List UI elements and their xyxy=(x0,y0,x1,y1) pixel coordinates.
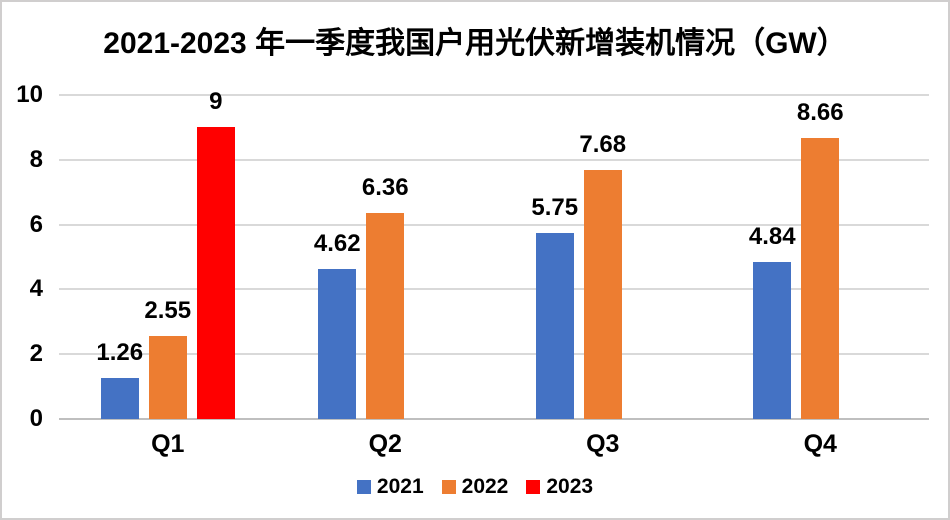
legend: 2021 2022 2023 xyxy=(2,476,948,497)
bar-2022-Q4 xyxy=(801,138,840,419)
x-axis-category-label: Q4 xyxy=(803,430,837,458)
gridline xyxy=(59,288,929,291)
gridline xyxy=(59,158,929,161)
bar-value-label-2021-Q2: 4.62 xyxy=(313,230,361,258)
x-axis-category-label: Q3 xyxy=(586,430,620,458)
bar-value-label-2022-Q4: 8.66 xyxy=(796,99,844,127)
bar-value-label-2021-Q1: 1.26 xyxy=(96,339,144,367)
legend-label-2021: 2021 xyxy=(376,475,424,498)
bar-value-label-2022-Q1: 2.55 xyxy=(144,297,192,325)
bar-2022-Q2 xyxy=(366,212,405,419)
y-axis-tick-label: 8 xyxy=(29,145,43,173)
y-axis-tick-label: 10 xyxy=(16,81,43,108)
x-axis-category-label: Q1 xyxy=(151,430,185,458)
y-axis-tick-label: 0 xyxy=(29,405,43,432)
bar-value-label-2021-Q4: 4.84 xyxy=(748,223,796,251)
legend-item-2021: 2021 xyxy=(356,475,424,498)
gridline xyxy=(59,353,929,356)
legend-swatch-2022 xyxy=(441,479,456,494)
legend-item-2023: 2023 xyxy=(526,476,593,497)
x-axis-category-label: Q2 xyxy=(368,430,402,458)
bar-value-label-2022-Q2: 6.36 xyxy=(361,173,409,201)
legend-label-2023: 2023 xyxy=(546,475,594,498)
y-axis-tick-label: 2 xyxy=(29,340,43,368)
bar-value-label-2022-Q3: 7.68 xyxy=(579,131,627,159)
x-axis-line xyxy=(59,418,929,420)
bar-2021-Q4 xyxy=(753,262,792,419)
bar-2022-Q3 xyxy=(583,170,622,419)
legend-swatch-2021 xyxy=(356,479,371,494)
legend-label-2022: 2022 xyxy=(461,475,509,498)
legend-item-2022: 2022 xyxy=(441,475,509,498)
legend-swatch-2023 xyxy=(526,479,541,494)
chart-title: 2021-2023 年一季度我国户用光伏新增装机情况（GW） xyxy=(103,27,847,60)
gridline xyxy=(59,223,929,226)
bar-value-label-2021-Q3: 5.75 xyxy=(531,193,579,221)
bar-2021-Q2 xyxy=(318,269,357,419)
bar-value-label-2023-Q1: 9 xyxy=(209,88,223,116)
y-axis-tick-label: 6 xyxy=(29,210,43,238)
bar-2022-Q1 xyxy=(148,336,187,419)
y-axis-tick-label: 4 xyxy=(29,275,43,303)
bar-2021-Q3 xyxy=(535,232,574,419)
bar-2023-Q1 xyxy=(196,127,235,419)
gridline xyxy=(59,94,929,96)
bar-2021-Q1 xyxy=(100,378,139,419)
